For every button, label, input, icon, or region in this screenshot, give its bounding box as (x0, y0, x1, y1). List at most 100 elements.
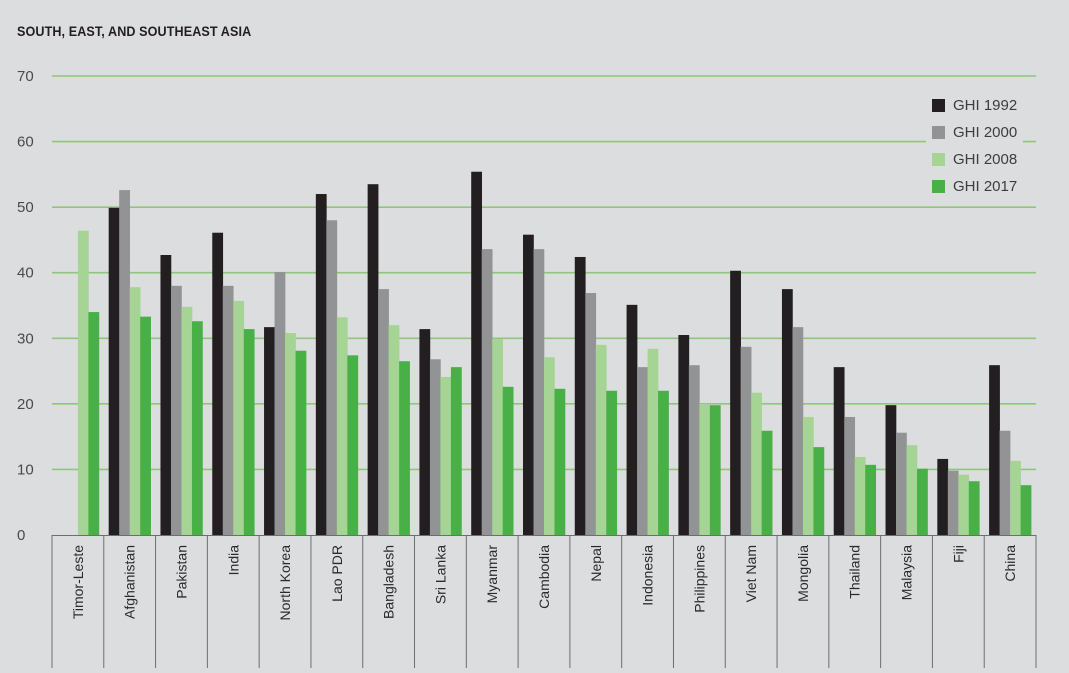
bar (108, 207, 120, 535)
x-axis: Timor-Leste Afghanistan Pakistan India North… (51, 535, 1037, 668)
legend-item-2008: GHI 2008 (932, 146, 1017, 173)
bar-group (264, 272, 307, 535)
bar (699, 403, 711, 535)
bar (906, 445, 918, 535)
bar (626, 304, 638, 535)
bar (968, 481, 980, 535)
bar (1020, 485, 1032, 535)
bar-group (77, 230, 100, 535)
x-tick-label: Myanmar (484, 545, 500, 604)
bar (285, 333, 296, 535)
x-tick-label: Mongolia (795, 545, 811, 602)
bar (606, 390, 618, 535)
bar (1010, 460, 1021, 535)
bar (896, 432, 907, 535)
bar (492, 338, 504, 535)
bar (802, 416, 814, 535)
legend-swatch-icon (932, 180, 945, 193)
legend: GHI 1992 GHI 2000 GHI 2008 GHI 2017 (926, 88, 1024, 202)
y-tick-label: 30 (17, 330, 34, 347)
bar-group (626, 304, 669, 535)
x-tick-label: India (225, 545, 241, 576)
bar (751, 392, 762, 535)
bar-group (574, 256, 618, 535)
bar (429, 359, 441, 535)
bar (191, 321, 203, 535)
bar (160, 255, 172, 535)
legend-swatch-icon (932, 153, 945, 166)
bar (212, 232, 224, 536)
bar (399, 361, 410, 535)
bar (885, 405, 897, 535)
bar (347, 355, 359, 535)
bar-groups (77, 171, 1032, 536)
bar (523, 234, 534, 535)
legend-swatch-icon (932, 99, 945, 112)
bar (585, 293, 597, 535)
bar (833, 367, 845, 535)
y-tick-label: 70 (17, 68, 34, 85)
x-tick-label: Fiji (950, 545, 966, 563)
legend-label: GHI 2017 (953, 178, 1018, 195)
x-tick-label: Malaysia (899, 545, 915, 600)
x-tick-label: Nepal (588, 545, 604, 582)
bar-group (937, 458, 980, 535)
x-tick-label: Philippines (691, 545, 707, 613)
y-tick-label: 60 (17, 134, 34, 151)
bar-group (108, 190, 151, 535)
bar (658, 390, 669, 535)
bar (77, 230, 89, 535)
bar (647, 348, 659, 535)
bar-group (367, 184, 410, 535)
x-tick-label: Sri Lanka (432, 545, 448, 604)
bar (678, 335, 690, 535)
bar (450, 367, 462, 535)
y-tick-label: 40 (17, 265, 34, 282)
bar (140, 316, 151, 535)
bar-group (781, 289, 825, 535)
bar (854, 456, 866, 535)
bar (243, 329, 255, 535)
bar (170, 285, 182, 535)
bar (865, 464, 877, 535)
legend-item-2000: GHI 2000 (932, 119, 1017, 146)
bar (222, 285, 234, 535)
bar (326, 220, 338, 535)
x-tick-label: Lao PDR (329, 545, 345, 602)
x-tick-label: North Korea (277, 545, 293, 621)
bar (813, 447, 825, 535)
bar-group (315, 194, 359, 535)
bar (336, 317, 348, 535)
x-tick-label: Pakistan (173, 545, 189, 599)
bar-group (678, 335, 721, 535)
bar (471, 171, 483, 535)
x-tick-label: Indonesia (640, 545, 656, 606)
bar (544, 357, 555, 535)
bar (388, 325, 400, 535)
chart-title: SOUTH, EAST, AND SOUTHEAST ASIA (17, 23, 252, 39)
bar (315, 194, 327, 535)
bar (989, 365, 1000, 535)
x-tick-label: Afghanistan (122, 545, 138, 619)
x-tick-label: China (1002, 545, 1018, 582)
legend-label: GHI 2008 (953, 151, 1018, 168)
x-tick-label: Viet Nam (743, 545, 759, 602)
legend-item-1992: GHI 1992 (932, 92, 1017, 119)
bar (129, 287, 141, 535)
bar (440, 376, 452, 535)
bar (761, 430, 773, 535)
bar (844, 416, 856, 535)
y-axis-ticks: 0 10 20 30 40 50 60 70 (17, 68, 34, 544)
bar-group (471, 171, 514, 535)
bar (574, 256, 586, 535)
bar (792, 327, 804, 535)
bar (947, 470, 959, 535)
bar-group (989, 365, 1032, 535)
bar (999, 430, 1011, 535)
bar-group (523, 234, 566, 535)
bar (481, 249, 493, 535)
bar-group (885, 405, 928, 535)
bar (274, 272, 286, 535)
bar (917, 468, 928, 535)
bar (688, 365, 700, 535)
